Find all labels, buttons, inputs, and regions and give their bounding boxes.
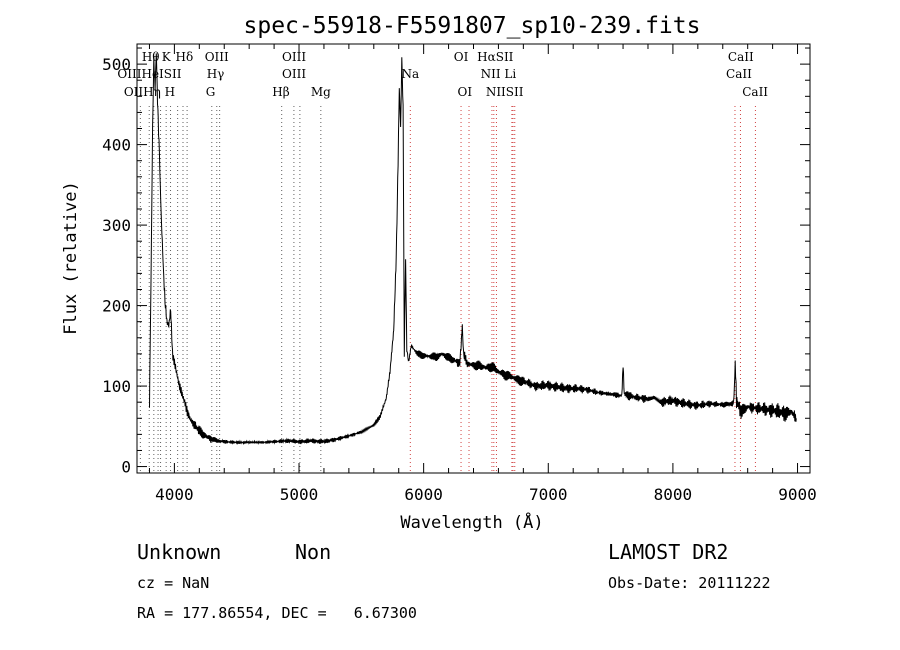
x-tick-label: 7000 (529, 485, 568, 504)
axis-ticks: 4000 5000 6000 7000 8000 9000 0 100 200 300 400 500 (102, 44, 817, 504)
y-tick-label: 100 (102, 377, 131, 396)
line-label: OIIIHeISII (117, 67, 181, 81)
plot-frame (136, 43, 811, 474)
x-tick-label: 6000 (404, 485, 443, 504)
spectrum-line (149, 53, 797, 446)
line-label: Hβ (272, 85, 289, 99)
x-axis-label: Wavelength (Å) (400, 511, 543, 533)
line-label: Hθ (142, 50, 160, 64)
line-label: OIIHη H (124, 85, 175, 99)
y-tick-label: 200 (102, 297, 131, 316)
x-tick-label: 4000 (155, 485, 194, 504)
x-tick-label: 5000 (280, 485, 319, 504)
y-tick-label: 300 (102, 216, 131, 235)
y-axis-label: Flux (relative) (61, 181, 81, 335)
line-label: OI (457, 85, 472, 99)
x-tick-label: 9000 (778, 485, 817, 504)
line-label: K (162, 50, 172, 64)
line-label: OI (454, 50, 469, 64)
obs-date-text: Obs-Date: 20111222 (608, 574, 771, 592)
line-label: G (206, 85, 216, 99)
emission-line-labels: Hθ K Hδ OIII OIII OI HαSII CaII OIIIHeISII Hγ OIII… (117, 50, 768, 99)
line-label: CaII (728, 50, 754, 64)
line-label: NIISII (486, 85, 524, 99)
line-label: CaII (742, 85, 768, 99)
line-label: OIII (282, 67, 306, 81)
line-label: OIII (282, 50, 306, 64)
survey-name: LAMOST DR2 (608, 540, 728, 564)
line-label: Hγ (207, 67, 225, 81)
line-label: Mg (311, 85, 331, 99)
object-subclass: Non (295, 540, 331, 564)
emission-line-markers (139, 106, 756, 473)
line-label: Na (401, 67, 419, 81)
line-label: OIII (205, 50, 229, 64)
line-label: NII Li (481, 67, 517, 81)
line-label: Hδ (176, 50, 194, 64)
redshift-text: cz = NaN (137, 574, 209, 592)
y-tick-label: 400 (102, 136, 131, 155)
line-label: HαSII (477, 50, 514, 64)
y-tick-label: 500 (102, 55, 131, 74)
chart-title: spec-55918-F5591807_sp10-239.fits (244, 13, 701, 39)
y-tick-label: 0 (121, 458, 131, 477)
x-tick-label: 8000 (654, 485, 693, 504)
object-class: Unknown (137, 540, 221, 564)
coordinates-text: RA = 177.86554, DEC = 6.67300 (137, 604, 417, 622)
line-label: CaII (726, 67, 752, 81)
